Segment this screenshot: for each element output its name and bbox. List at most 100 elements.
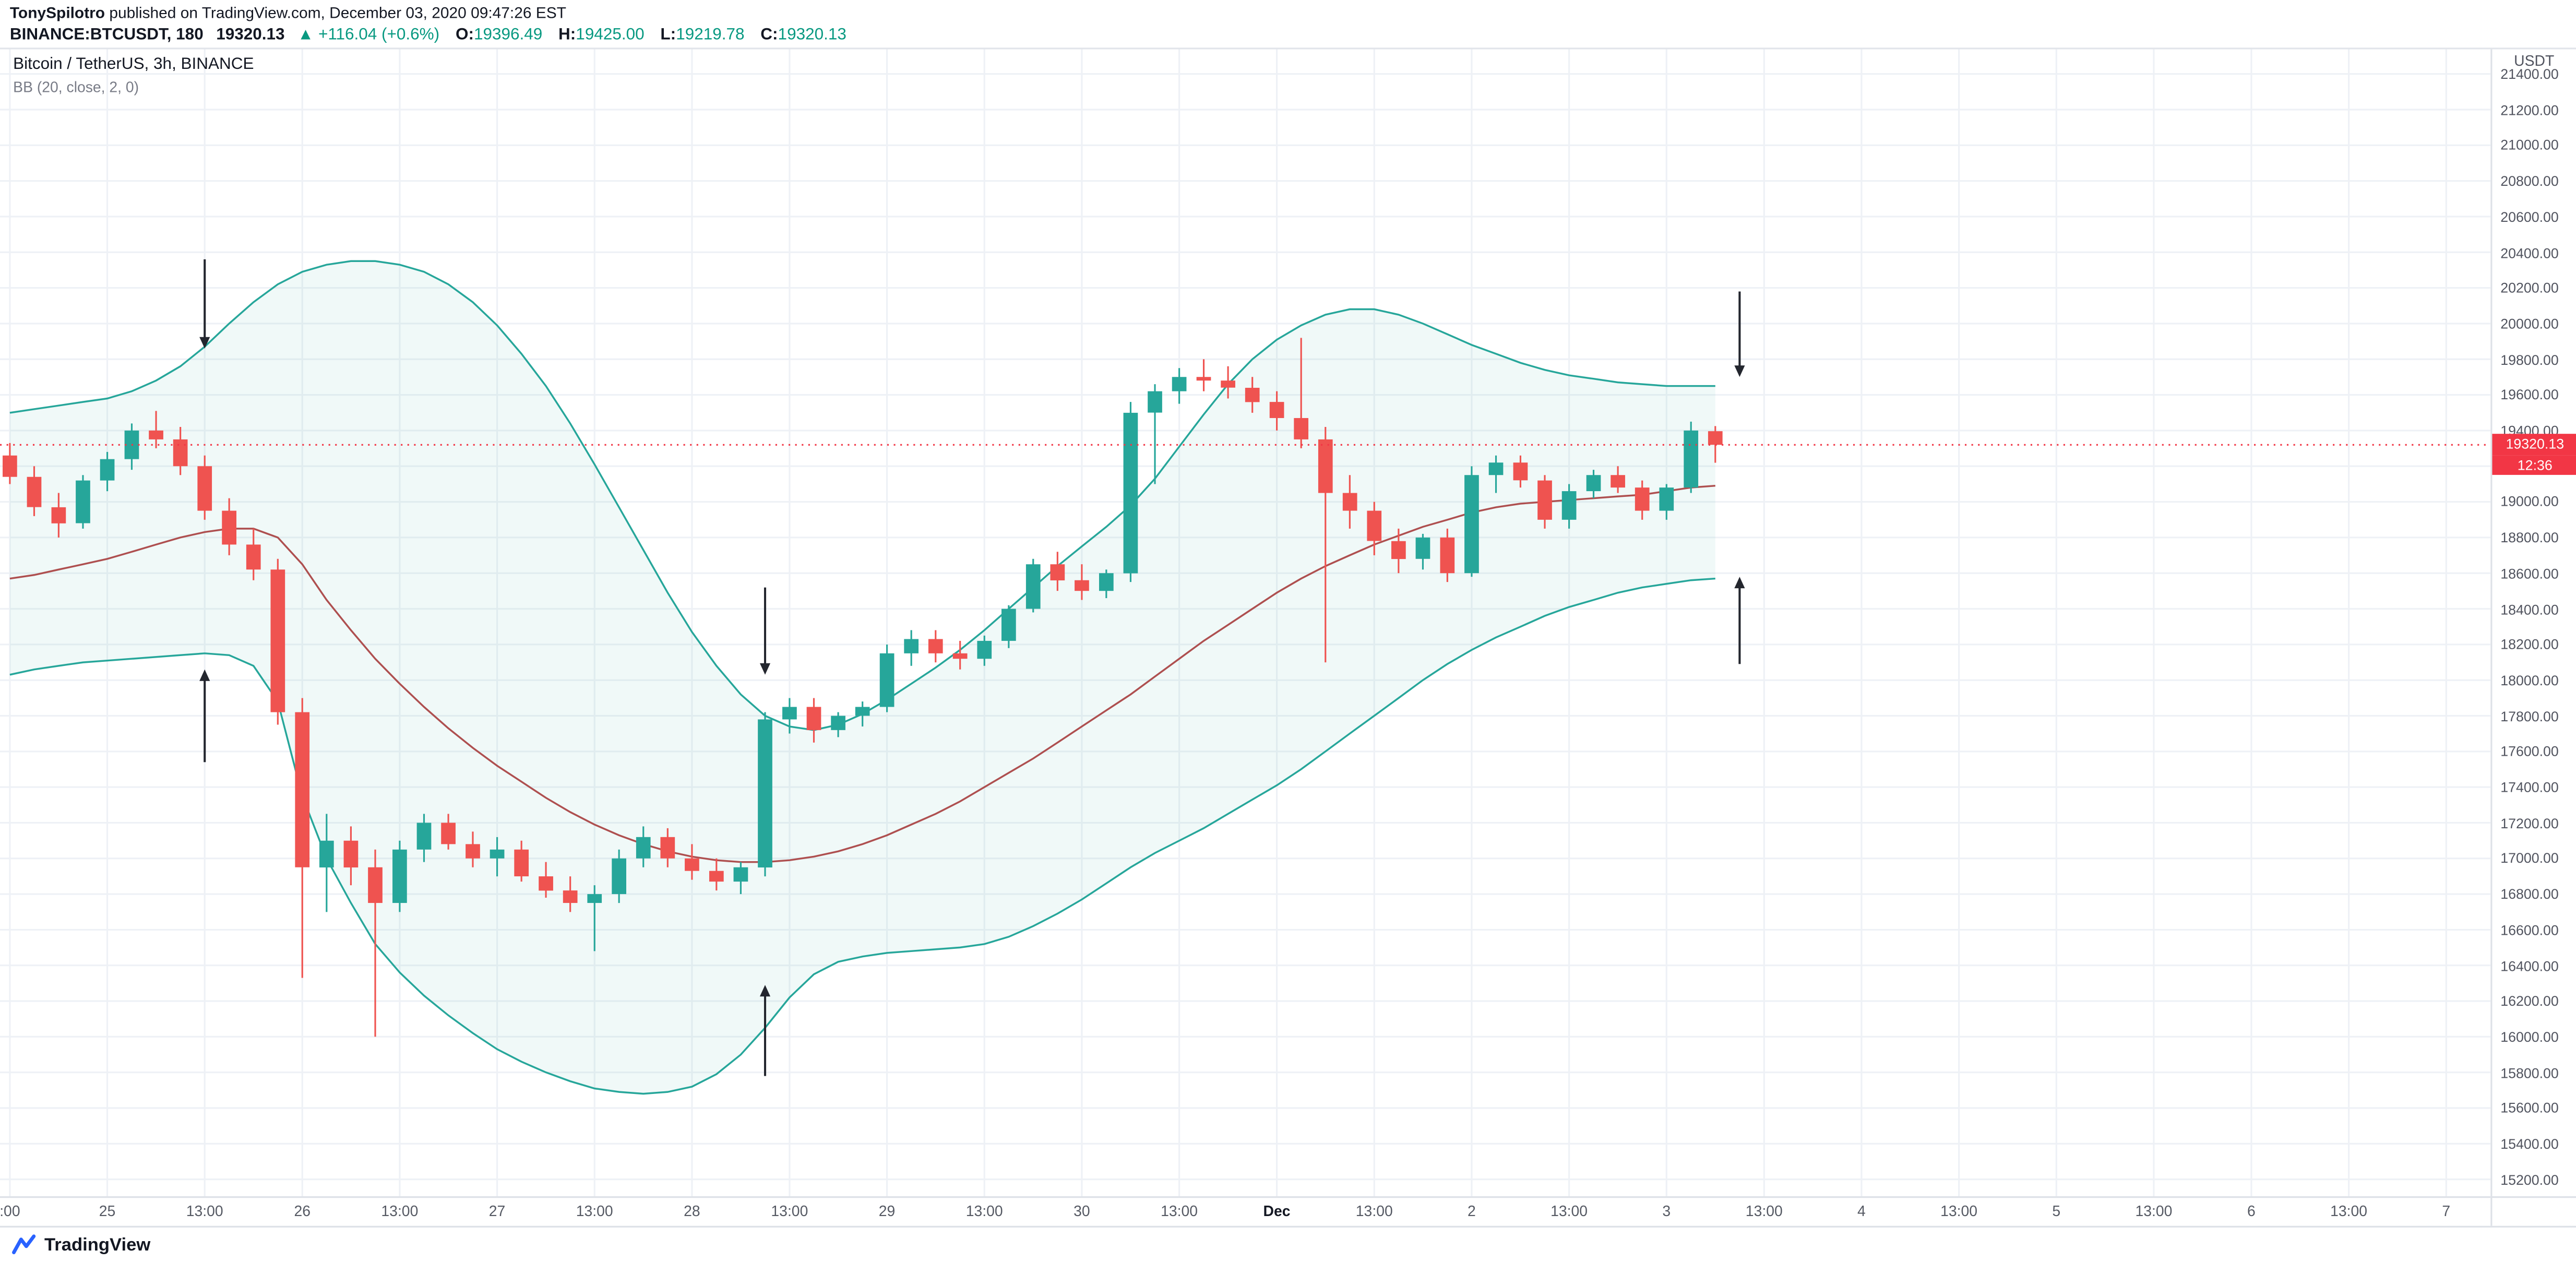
candle	[343, 826, 359, 886]
candle-countdown-badge: 12:36	[2492, 455, 2576, 475]
time-axis-label: 27	[488, 1203, 506, 1220]
time-axis-label: 26	[294, 1203, 311, 1220]
time-axis-label: Dec	[1263, 1203, 1291, 1220]
time-axis-label: 13:00	[965, 1203, 1003, 1220]
candle	[1318, 426, 1333, 663]
price-axis-label: 20000.00	[2500, 315, 2559, 332]
annotation-arrow-down	[1734, 291, 1745, 377]
last-price: 19320.13	[216, 26, 285, 45]
price-axis-label: 18600.00	[2500, 565, 2559, 581]
publish-line: TonySpilotro published on TradingView.co…	[10, 3, 2576, 25]
time-axis-label: 13:00	[1940, 1203, 1978, 1220]
price-axis-label: 18800.00	[2500, 529, 2559, 546]
candle	[904, 630, 919, 666]
candle	[1075, 564, 1089, 600]
time-axis-label: 25	[99, 1203, 116, 1220]
price-axis-label: 17800.00	[2500, 707, 2559, 724]
tradingview-brand-link[interactable]: TradingView	[44, 1235, 151, 1255]
candle	[660, 828, 675, 867]
time-axis-label: 13:00	[2330, 1203, 2368, 1220]
tradingview-logo-icon[interactable]	[11, 1232, 36, 1257]
candle	[51, 493, 66, 538]
low-label: L:	[660, 26, 676, 45]
candle	[1050, 552, 1065, 591]
candle	[1513, 455, 1528, 488]
time-axis-label: 13:00	[771, 1203, 808, 1220]
candle	[1488, 455, 1504, 493]
candle	[319, 814, 334, 912]
time-axis-label: 13:00	[2135, 1203, 2173, 1220]
time-axis-label: 29	[878, 1203, 896, 1220]
open-value: 19396.49	[473, 26, 543, 45]
price-axis-label: 17600.00	[2500, 743, 2559, 760]
price-axis-label: 16000.00	[2500, 1028, 2559, 1045]
high-value: 19425.00	[576, 26, 645, 45]
price-axis-label: 19600.00	[2500, 386, 2559, 403]
candle	[416, 814, 432, 862]
candle	[563, 876, 578, 912]
time-axis-label: 30	[1074, 1203, 1090, 1220]
candle	[1464, 466, 1479, 577]
time-axis-label: :00	[0, 1203, 20, 1220]
time-axis-label: 13:00	[381, 1203, 419, 1220]
candle	[1099, 569, 1114, 599]
candle	[1440, 528, 1455, 582]
candle	[173, 426, 188, 475]
time-axis-label: 3	[1662, 1203, 1671, 1220]
published-text: published on TradingView.com, December 0…	[105, 5, 566, 23]
time-axis-label: 6	[2247, 1203, 2256, 1220]
chart-canvas[interactable]	[0, 49, 2491, 1197]
time-axis[interactable]: :00 25 13:00 26 13:00 27 13:00 28 13:00 29 13:00 30…	[0, 1196, 2491, 1226]
candle	[1123, 402, 1138, 582]
candle	[758, 712, 772, 877]
high-label: H:	[558, 26, 576, 45]
candle	[1611, 466, 1625, 493]
price-axis-label: 17200.00	[2500, 814, 2559, 831]
candle	[441, 814, 456, 850]
candle	[368, 849, 383, 1037]
candle	[685, 844, 699, 880]
candle	[1025, 558, 1041, 613]
open-label: O:	[455, 26, 474, 45]
time-axis-label: 4	[1857, 1203, 1866, 1220]
candle	[1196, 359, 1211, 391]
candle	[1684, 421, 1699, 493]
candle	[222, 498, 236, 555]
candle	[952, 640, 968, 670]
candle	[76, 475, 90, 529]
candle	[879, 644, 895, 712]
price-axis-label: 21000.00	[2500, 137, 2559, 154]
price-axis-label: 17400.00	[2500, 779, 2559, 795]
price-axis-label: 20400.00	[2500, 244, 2559, 261]
price-axis-label: 15400.00	[2500, 1135, 2559, 1152]
candle	[709, 858, 724, 891]
candle	[514, 840, 529, 882]
candle	[636, 826, 651, 867]
candle	[1537, 475, 1552, 529]
candle	[1221, 366, 1235, 399]
author-link[interactable]: TonySpilotro	[9, 5, 105, 23]
price-axis-label: 21200.00	[2500, 101, 2559, 118]
candle	[1172, 368, 1187, 404]
time-axis-label: 13:00	[1551, 1203, 1588, 1220]
annotation-arrow-up	[759, 985, 771, 1076]
annotation-arrow-down	[759, 587, 771, 675]
candle	[1367, 502, 1382, 555]
price-axis[interactable]: USDT 19320.13 12:36 21400.00 21200.00 2100…	[2490, 49, 2576, 1197]
time-axis-label: 2	[1468, 1203, 1476, 1220]
price-axis-label: 16600.00	[2500, 921, 2559, 938]
candle	[733, 862, 748, 895]
candle	[1294, 338, 1309, 448]
chart-plot-area[interactable]	[0, 49, 2491, 1197]
price-axis-label: 18200.00	[2500, 636, 2559, 653]
candle	[246, 528, 261, 580]
time-axis-label: 13:00	[576, 1203, 613, 1220]
candle	[1586, 470, 1601, 498]
candle	[100, 451, 115, 492]
price-axis-label: 20800.00	[2500, 172, 2559, 189]
footer-bar: TradingView	[0, 1225, 2576, 1262]
low-value: 19219.78	[676, 26, 745, 45]
candle	[149, 411, 163, 448]
annotation-arrow-up	[199, 669, 210, 763]
time-axis-label: 13:00	[1161, 1203, 1198, 1220]
